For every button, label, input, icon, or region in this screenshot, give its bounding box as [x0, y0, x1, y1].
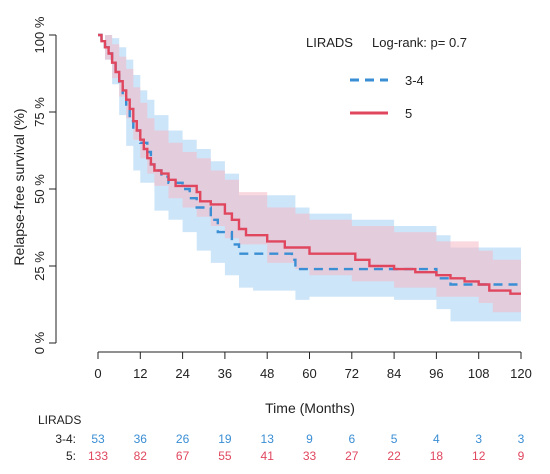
confidence-bands: [98, 35, 521, 322]
y-tick-label: 75 %: [32, 97, 47, 127]
risk-count: 26: [176, 432, 190, 446]
legend-title: LIRADS: [306, 35, 353, 50]
legend-pvalue: Log-rank: p= 0.7: [372, 35, 467, 50]
risk-table: LIRADS 3-4: 53 36 26 19 13 9 6 5 4 3 35: 133 82 67 55 41…: [38, 413, 525, 463]
risk-count: 9: [518, 449, 525, 463]
risk-count: 3: [475, 432, 482, 446]
survival-curves: [98, 33, 521, 295]
risk-count: 19: [218, 432, 232, 446]
risk-count: 9: [306, 432, 313, 446]
legend-label-5: 5: [405, 106, 412, 121]
risk-count: 67: [176, 449, 190, 463]
x-tick-label: 0: [94, 366, 101, 381]
risk-row-label: 5:: [66, 449, 76, 463]
x-tick-label: 48: [260, 366, 274, 381]
risk-count: 12: [472, 449, 486, 463]
x-tick-label: 12: [133, 366, 147, 381]
risk-count: 33: [303, 449, 317, 463]
risk-count: 6: [348, 432, 355, 446]
risk-row-label: 3-4:: [55, 432, 76, 446]
risk-count: 18: [430, 449, 444, 463]
x-tick-label: 84: [387, 366, 401, 381]
risk-table-title: LIRADS: [38, 413, 81, 427]
y-tick-label: 25 %: [32, 251, 47, 281]
risk-count: 27: [345, 449, 359, 463]
x-tick-label: 96: [429, 366, 443, 381]
x-tick-label: 108: [468, 366, 490, 381]
risk-count: 53: [91, 432, 105, 446]
x-tick-label: 24: [175, 366, 189, 381]
risk-count: 133: [88, 449, 108, 463]
risk-count: 41: [261, 449, 275, 463]
survival-curve-5: [98, 33, 521, 295]
y-tick-label: 0 %: [32, 331, 47, 354]
risk-count: 55: [218, 449, 232, 463]
legend-label-3-4: 3-4: [405, 73, 424, 88]
risk-count: 4: [433, 432, 440, 446]
legend: LIRADS Log-rank: p= 0.7 3-4 5: [306, 35, 467, 121]
y-axis-title: Relapse-free survival (%): [11, 108, 27, 265]
x-tick-label: 60: [302, 366, 316, 381]
x-tick-label: 120: [510, 366, 532, 381]
y-tick-label: 100 %: [32, 16, 47, 53]
risk-count: 5: [391, 432, 398, 446]
axes: 0 % 25 % 50 % 75 % 100 % 0 12 24 36 48 60 72 84 96 108…: [32, 16, 532, 381]
risk-count: 22: [387, 449, 401, 463]
risk-count: 13: [261, 432, 275, 446]
risk-count: 36: [134, 432, 148, 446]
ci-band-5: [98, 35, 521, 313]
x-tick-label: 72: [345, 366, 359, 381]
risk-count: 82: [134, 449, 148, 463]
x-axis-title: Time (Months): [265, 400, 355, 416]
y-tick-label: 50 %: [32, 174, 47, 204]
x-tick-label: 36: [218, 366, 232, 381]
risk-count: 3: [518, 432, 525, 446]
